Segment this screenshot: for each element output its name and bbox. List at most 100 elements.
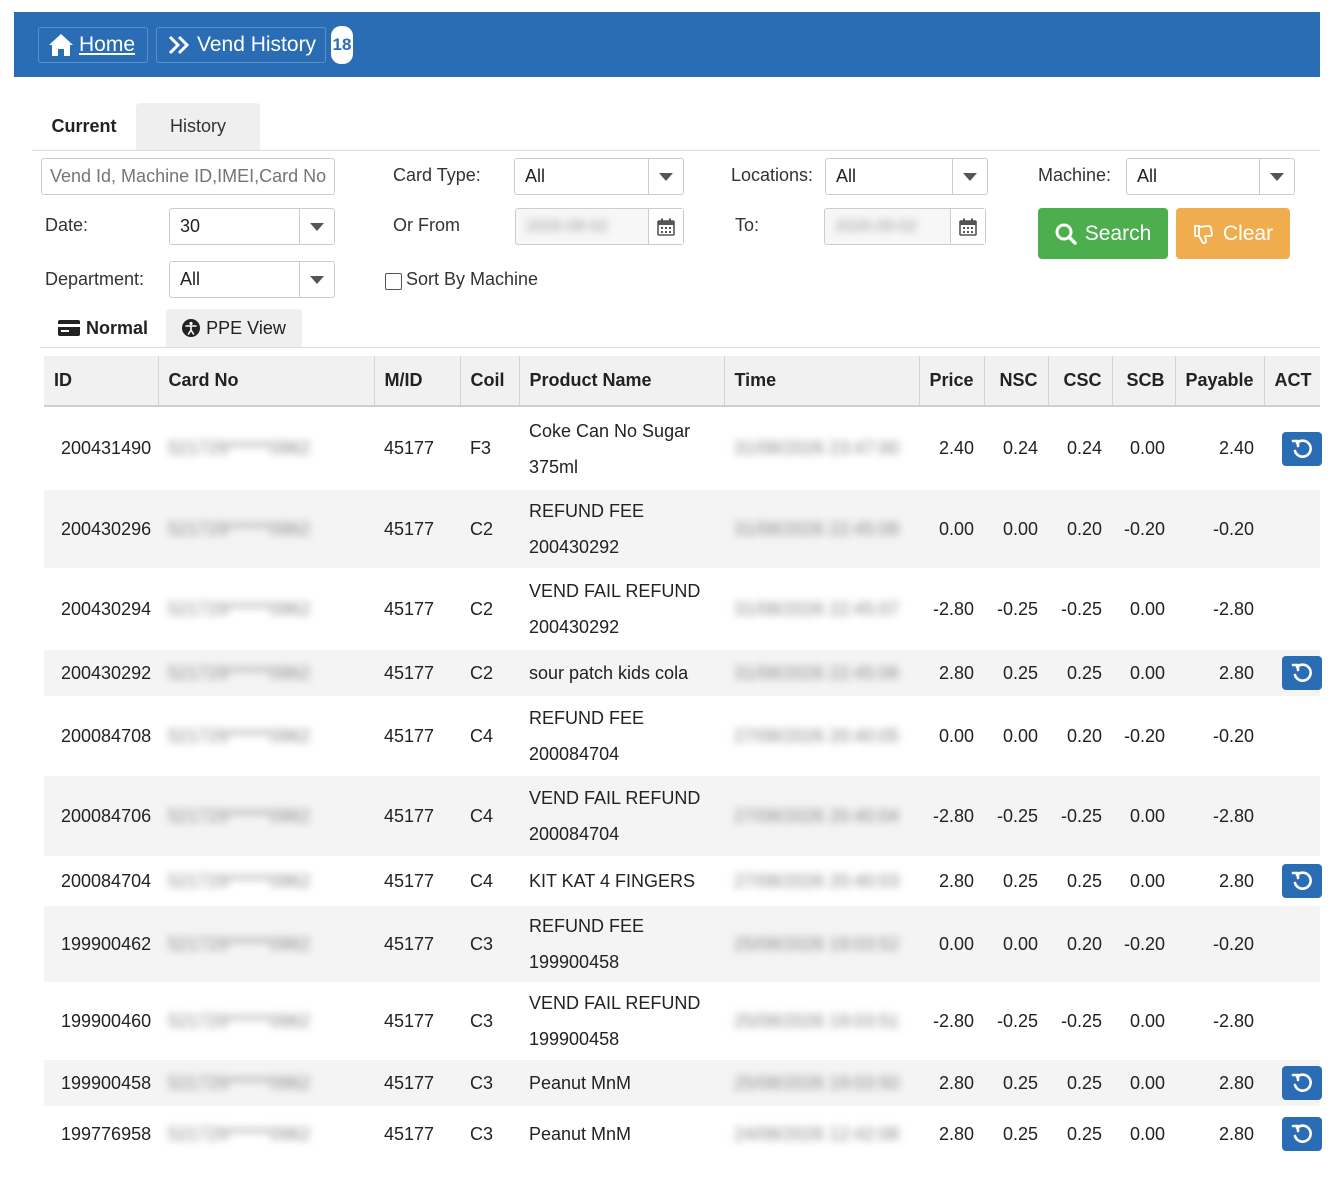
cell-id: 200084708 bbox=[61, 725, 152, 746]
undo-vend-button[interactable] bbox=[1282, 1117, 1322, 1151]
column-header-coil[interactable]: Coil bbox=[460, 356, 520, 407]
cell-price: -2.80 bbox=[919, 776, 984, 856]
clear-button[interactable]: Clear bbox=[1176, 208, 1290, 259]
tab-current[interactable]: Current bbox=[32, 103, 136, 150]
column-header-time[interactable]: Time bbox=[724, 356, 920, 407]
chevron-down-icon[interactable] bbox=[1259, 159, 1294, 194]
tab-history[interactable]: History bbox=[136, 103, 260, 150]
date-select[interactable]: 30 bbox=[169, 208, 335, 245]
cell-product: VEND FAIL REFUND 199900458 bbox=[519, 982, 724, 1060]
breadcrumb-home[interactable]: Home bbox=[38, 27, 148, 63]
sort-by-machine-checkbox[interactable] bbox=[385, 273, 402, 290]
cell-csc: 0.20 bbox=[1048, 906, 1112, 982]
to-date-input[interactable]: 2026-09-02 bbox=[824, 208, 986, 245]
locations-label: Locations: bbox=[731, 165, 814, 185]
cell-mid: 45177 bbox=[374, 906, 460, 982]
table-row: 199900462 521729******0962 45177 C3 REFUND F… bbox=[44, 906, 1320, 982]
chevron-down-icon[interactable] bbox=[299, 209, 334, 244]
cell-product: sour patch kids cola bbox=[519, 650, 724, 696]
cell-csc: 0.20 bbox=[1066, 725, 1102, 746]
cell-product-name: KIT KAT 4 FINGERS bbox=[529, 871, 696, 891]
cell-nsc: 0.24 bbox=[1002, 438, 1038, 458]
undo-vend-button[interactable] bbox=[1282, 864, 1322, 898]
cell-nsc: 0.25 bbox=[1002, 870, 1038, 891]
from-date-input[interactable]: 2026-08-02 bbox=[515, 208, 684, 245]
date-label: Date: bbox=[45, 215, 89, 235]
column-header-price[interactable]: Price bbox=[919, 356, 985, 407]
cell-id: 200430292 bbox=[44, 650, 158, 696]
count-badge: 18 bbox=[331, 26, 353, 64]
cell-act bbox=[1264, 1060, 1322, 1106]
cell-card-no: 521729******0962 bbox=[168, 598, 311, 619]
cell-id: 200431490 bbox=[61, 438, 152, 458]
cell-id: 199900458 bbox=[44, 1060, 158, 1106]
column-header-scb[interactable]: SCB bbox=[1112, 356, 1176, 407]
column-header-card-no[interactable]: Card No bbox=[158, 356, 375, 407]
column-header-product-name[interactable]: Product Name bbox=[519, 356, 725, 407]
column-header-payable[interactable]: Payable bbox=[1175, 356, 1265, 407]
undo-vend-button[interactable] bbox=[1282, 656, 1322, 690]
cell-product-ref: 200084704 bbox=[529, 824, 620, 844]
cell-product: Peanut MnM bbox=[519, 1060, 724, 1106]
cell-nsc: 0.00 bbox=[1002, 725, 1038, 746]
cell-nsc: 0.25 bbox=[1002, 1123, 1038, 1144]
cell-card-no: 521729******0962 bbox=[168, 933, 311, 954]
search-button[interactable]: Search bbox=[1038, 208, 1168, 259]
cell-csc: -0.25 bbox=[1060, 1010, 1102, 1031]
cell-price: 0.00 bbox=[919, 906, 984, 982]
cell-card-no: 521729******0962 bbox=[168, 725, 311, 746]
table-row: 200430296 521729******0962 45177 C2 REFUND F… bbox=[44, 490, 1320, 568]
breadcrumb-vend-history[interactable]: Vend History bbox=[156, 27, 326, 63]
cell-csc: -0.25 bbox=[1048, 776, 1112, 856]
cell-product-ref: 200084704 bbox=[529, 744, 620, 764]
department-select[interactable]: All bbox=[169, 261, 335, 298]
search-input[interactable] bbox=[41, 158, 335, 195]
cell-payable: -2.80 bbox=[1212, 1010, 1254, 1031]
cell-act bbox=[1264, 776, 1320, 856]
cell-act bbox=[1264, 1106, 1322, 1162]
cell-product: VEND FAIL REFUND 200430292 bbox=[519, 568, 724, 650]
cell-price: 0.00 bbox=[938, 725, 974, 746]
to-date-value: 2026-09-02 bbox=[835, 217, 917, 235]
column-header-mid[interactable]: M/ID bbox=[374, 356, 461, 407]
cell-nsc: -0.25 bbox=[996, 1010, 1038, 1031]
locations-select[interactable]: All bbox=[825, 158, 988, 195]
chevron-down-icon[interactable] bbox=[952, 159, 987, 194]
chevron-down-icon[interactable] bbox=[299, 262, 334, 297]
cell-coil: F3 bbox=[470, 438, 492, 458]
cell-price: -2.80 bbox=[932, 1010, 974, 1031]
column-header-id[interactable]: ID bbox=[44, 356, 159, 407]
cell-card-no: 521729******0962 bbox=[168, 438, 311, 458]
cell-act bbox=[1264, 568, 1320, 650]
tab-ppe-view[interactable]: PPE View bbox=[166, 309, 302, 347]
cell-price: 2.80 bbox=[938, 870, 974, 891]
breadcrumb-home-label[interactable]: Home bbox=[79, 33, 136, 56]
cell-act bbox=[1264, 906, 1320, 982]
cell-time: 31/08/2026 22:45:07 bbox=[734, 598, 900, 619]
undo-vend-button[interactable] bbox=[1282, 431, 1322, 466]
card-type-select[interactable]: All bbox=[514, 158, 684, 195]
cell-product: Peanut MnM bbox=[519, 1106, 724, 1162]
sort-by-machine-label[interactable]: Sort By Machine bbox=[406, 269, 539, 289]
undo-vend-button[interactable] bbox=[1282, 1066, 1322, 1100]
table-row: 200431490 521729******0962 45177 F3 Coke Can… bbox=[44, 406, 1322, 490]
cell-nsc: 0.00 bbox=[984, 906, 1048, 982]
table-header-row: ID Card No M/ID Coil Product Name Time P… bbox=[44, 356, 1320, 407]
column-header-nsc[interactable]: NSC bbox=[984, 356, 1049, 407]
undo-icon bbox=[1291, 1123, 1313, 1145]
table-row: 199776958 521729******0962 45177 C3 Peanut M… bbox=[44, 1106, 1322, 1162]
calendar-icon[interactable] bbox=[950, 209, 985, 244]
chevron-down-icon[interactable] bbox=[648, 159, 683, 194]
cell-csc: 0.25 bbox=[1066, 870, 1102, 891]
cell-csc: 0.25 bbox=[1066, 1123, 1102, 1144]
table-row: 200430294 521729******0962 45177 C2 VEND FAI… bbox=[44, 568, 1320, 650]
cell-nsc: 0.25 bbox=[984, 1060, 1048, 1106]
column-header-csc[interactable]: CSC bbox=[1048, 356, 1113, 407]
calendar-icon[interactable] bbox=[648, 209, 683, 244]
cell-coil: C4 bbox=[470, 725, 494, 746]
cell-time: 25/08/2026 19:03:52 bbox=[734, 933, 900, 954]
cell-time: 25/08/2026 19:03:50 bbox=[734, 1072, 900, 1093]
tab-normal-view[interactable]: Normal bbox=[40, 309, 166, 347]
cell-product-name: VEND FAIL REFUND bbox=[529, 581, 701, 601]
machine-select[interactable]: All bbox=[1126, 158, 1295, 195]
